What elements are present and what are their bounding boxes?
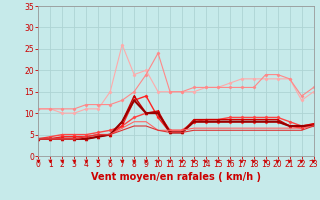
X-axis label: Vent moyen/en rafales ( km/h ): Vent moyen/en rafales ( km/h ) — [91, 172, 261, 182]
